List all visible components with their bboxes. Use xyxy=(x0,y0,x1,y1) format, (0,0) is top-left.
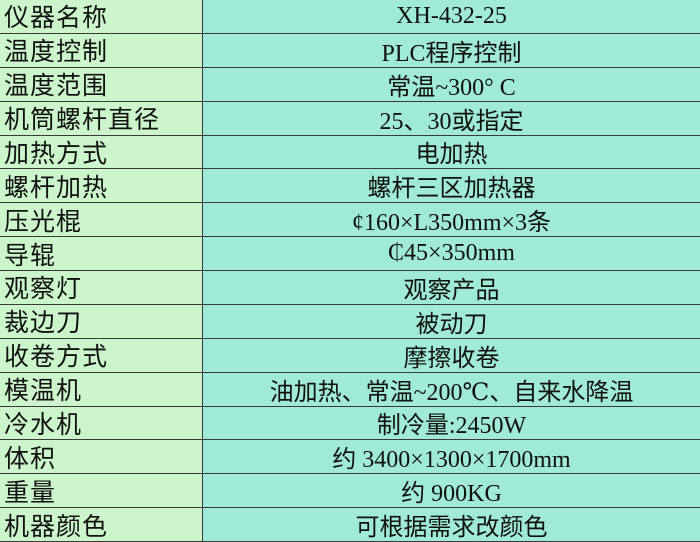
spec-value: XH-432-25 xyxy=(203,0,700,34)
spec-value: PLC程序控制 xyxy=(203,33,700,68)
spec-value: 常温~300° C xyxy=(203,67,700,102)
spec-value: ₵45×350mm xyxy=(203,237,700,271)
spec-value: 约 900KG xyxy=(203,474,700,509)
spec-label: 模温机 xyxy=(0,372,203,407)
spec-value: 制冷量:2450W xyxy=(203,406,700,441)
spec-value: 螺杆三区加热器 xyxy=(203,169,700,204)
spec-label: 机器颜色 xyxy=(0,508,203,542)
spec-label: 导辊 xyxy=(0,237,203,271)
spec-label: 观察灯 xyxy=(0,271,203,305)
spec-label: 收卷方式 xyxy=(0,338,203,373)
spec-value: 可根据需求改颜色 xyxy=(203,508,700,542)
spec-label: 冷水机 xyxy=(0,406,203,441)
spec-label: 温度范围 xyxy=(0,67,203,102)
spec-label: 加热方式 xyxy=(0,135,203,170)
spec-value: 25、30或指定 xyxy=(203,101,700,136)
spec-value: 被动刀 xyxy=(203,304,700,339)
spec-label: 机筒螺杆直径 xyxy=(0,101,203,136)
spec-label: 重量 xyxy=(0,474,203,509)
spec-label: 体积 xyxy=(0,440,203,475)
spec-label: 仪器名称 xyxy=(0,0,203,34)
spec-value: 约 3400×1300×1700mm xyxy=(203,440,700,475)
spec-value: ¢160×L350mm×3条 xyxy=(203,203,700,238)
spec-value: 电加热 xyxy=(203,135,700,170)
spec-label: 温度控制 xyxy=(0,33,203,68)
spec-label: 裁边刀 xyxy=(0,304,203,339)
spec-value: 观察产品 xyxy=(203,271,700,305)
spec-value: 摩擦收卷 xyxy=(203,338,700,373)
spec-label: 压光棍 xyxy=(0,203,203,238)
spec-value: 油加热、常温~200℃、自来水降温 xyxy=(203,372,700,407)
spec-label: 螺杆加热 xyxy=(0,169,203,204)
